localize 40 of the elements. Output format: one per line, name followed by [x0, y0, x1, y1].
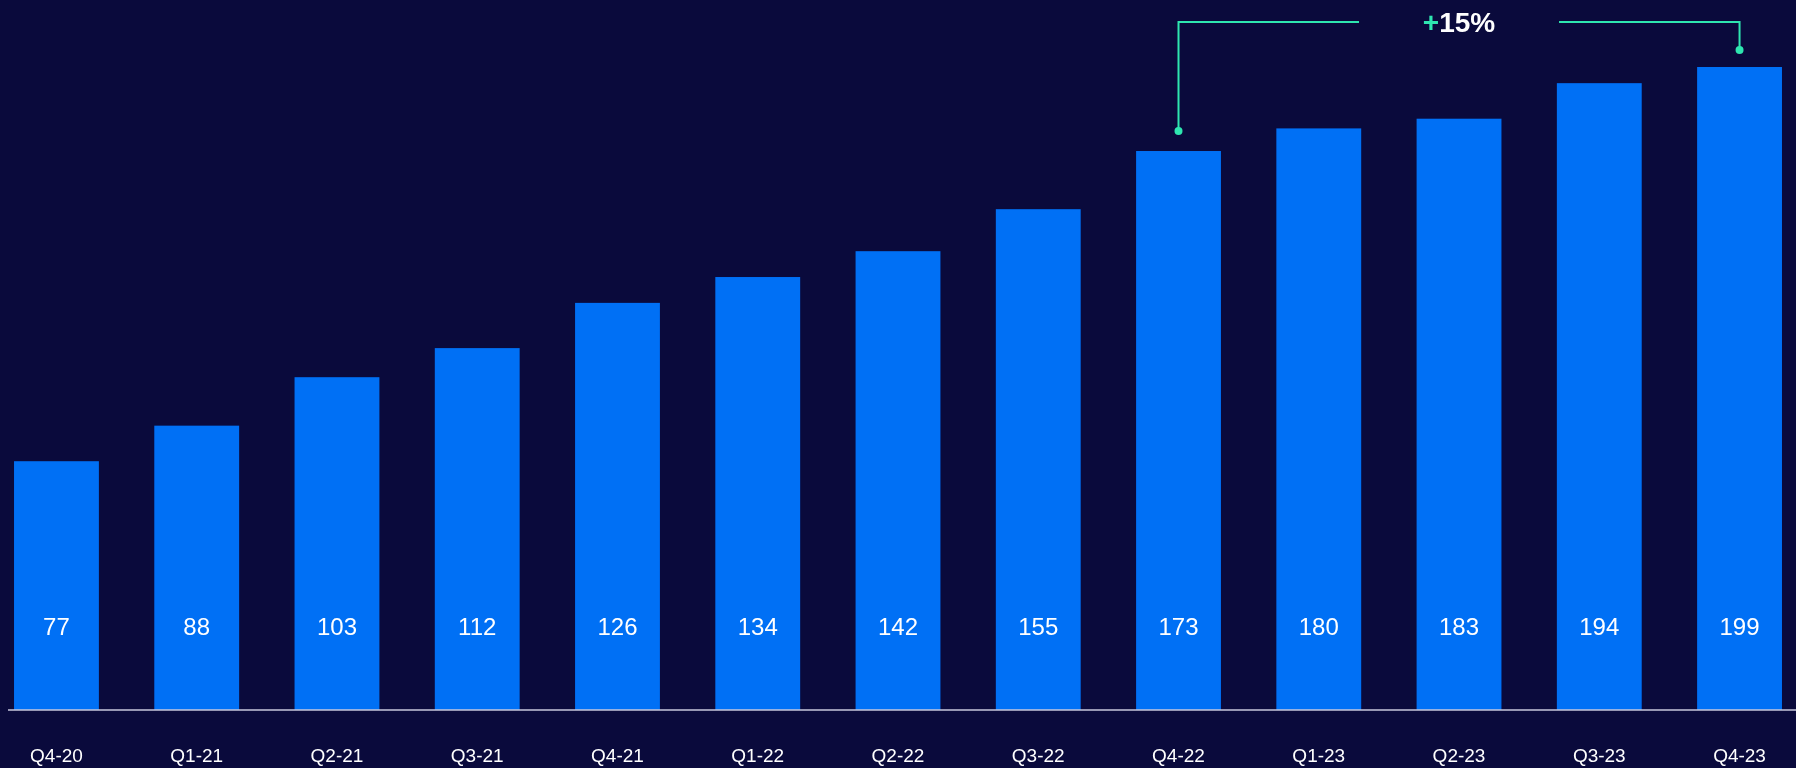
- x-tick-label: Q2-21: [310, 745, 364, 766]
- data-label: 183: [1439, 613, 1480, 640]
- bar: [855, 251, 941, 710]
- data-label: 112: [458, 613, 497, 640]
- bar: [715, 277, 801, 710]
- bar: [995, 209, 1081, 710]
- x-tick-label: Q4-21: [591, 745, 644, 766]
- bar: [14, 461, 99, 710]
- data-label: 103: [316, 613, 357, 640]
- x-tick-label: Q1-23: [1292, 745, 1346, 766]
- x-tick-label: Q2-23: [1432, 745, 1486, 766]
- bar: [1697, 67, 1782, 710]
- bar: [294, 377, 380, 710]
- x-tick-label: Q4-23: [1713, 745, 1766, 766]
- bar: [575, 302, 660, 710]
- x-tick-label: Q3-23: [1572, 745, 1626, 766]
- bar: [1276, 128, 1362, 710]
- data-label: 155: [1018, 613, 1059, 640]
- data-label: 126: [597, 613, 638, 640]
- data-label: 180: [1298, 613, 1339, 640]
- data-label: 194: [1579, 613, 1620, 640]
- x-tick-label: Q2-22: [871, 745, 925, 766]
- bar: [154, 425, 240, 710]
- x-tick-label: Q1-21: [170, 745, 224, 766]
- x-tick-label: Q1-22: [731, 745, 785, 766]
- x-tick-label: Q4-20: [30, 745, 83, 766]
- data-label: 134: [737, 613, 778, 640]
- bar: [1556, 83, 1642, 710]
- bar: [1136, 151, 1221, 710]
- x-tick-label: Q3-21: [450, 745, 504, 766]
- data-label: 142: [877, 613, 919, 640]
- text: +15%: [1422, 7, 1496, 38]
- bar: [434, 348, 520, 710]
- bar: [1416, 118, 1502, 710]
- data-label: 77: [43, 613, 70, 640]
- data-label: 199: [1719, 613, 1760, 640]
- data-label: 88: [183, 613, 211, 640]
- data-label: 173: [1158, 613, 1199, 640]
- x-tick-label: Q3-22: [1011, 745, 1065, 766]
- x-tick-label: Q4-22: [1152, 745, 1205, 766]
